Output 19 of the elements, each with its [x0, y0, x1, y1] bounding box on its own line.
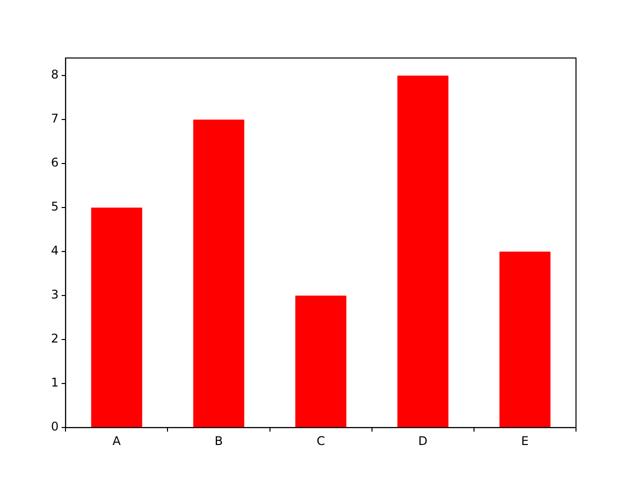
bar [499, 252, 550, 428]
x-tick-label: A [112, 434, 122, 448]
bar [91, 208, 142, 428]
y-tick-label: 7 [50, 112, 59, 126]
y-tick-label: 0 [50, 420, 59, 434]
y-tick-label: 8 [50, 68, 59, 82]
x-tick-label: D [418, 434, 428, 448]
bar [295, 296, 346, 428]
x-tick-label: E [521, 434, 529, 448]
y-tick-label: 5 [50, 200, 59, 214]
y-tick-label: 6 [50, 156, 59, 170]
x-tick-label: C [316, 434, 326, 448]
y-tick-label: 2 [50, 332, 59, 346]
y-tick-label: 1 [50, 376, 59, 390]
x-tick-label: B [214, 434, 223, 448]
y-tick-label: 3 [50, 288, 59, 302]
bar [397, 76, 448, 428]
bar [193, 120, 244, 428]
y-tick-label: 4 [50, 244, 59, 258]
